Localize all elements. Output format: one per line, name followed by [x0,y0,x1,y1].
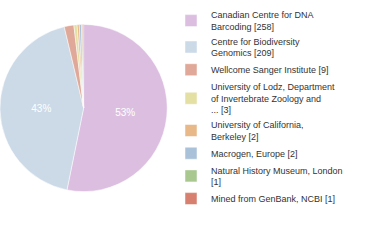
svg-text:43%: 43% [31,103,51,114]
svg-text:University of California,Berke: University of California,Berkeley [2] [211,120,304,142]
svg-text:University of Lodz, Department: University of Lodz, Departmentof Inverte… [211,82,335,115]
svg-text:53%: 53% [115,107,135,118]
svg-text:Macrogen, Europe [2]: Macrogen, Europe [2] [211,149,298,159]
svg-text:Canadian Centre for DNABarcodi: Canadian Centre for DNABarcoding [258] [211,10,314,32]
svg-text:Mined from GenBank, NCBI [1]: Mined from GenBank, NCBI [1] [211,194,335,204]
svg-text:Centre for BiodiversityGenomic: Centre for BiodiversityGenomics [209] [211,37,300,59]
svg-text:Natural History Museum, London: Natural History Museum, London[1] [211,166,343,188]
svg-text:Wellcome Sanger Institute [9]: Wellcome Sanger Institute [9] [211,65,328,75]
